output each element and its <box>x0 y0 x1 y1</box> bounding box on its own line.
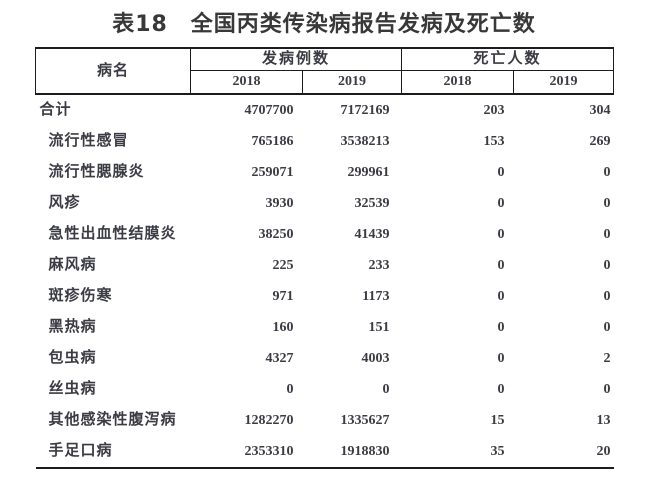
col-header-cases-2019: 2019 <box>302 70 403 94</box>
cases-2019-cell: 0 <box>382 381 390 397</box>
deaths-2019-cell: 0 <box>603 288 611 304</box>
cases-2019-cell: 299961 <box>347 164 390 180</box>
cases-2019-cell: 1173 <box>362 288 390 304</box>
table-row: 黑热病 160 151 0 0 <box>36 312 614 343</box>
deaths-2019-cell: 0 <box>603 319 611 335</box>
year-header-row: 2018 2019 2018 2019 <box>36 70 615 94</box>
disease-name-cell: 麻风病 <box>48 257 97 273</box>
cases-2018-cell: 765186 <box>251 133 294 149</box>
col-group-cases: 发病例数 <box>190 48 403 71</box>
cases-2018-cell: 38250 <box>258 226 294 242</box>
table-row: 合计 4707700 7172169 203 304 <box>36 94 614 126</box>
deaths-2019-cell: 304 <box>589 102 611 118</box>
deaths-2018-cell: 35 <box>490 443 505 459</box>
cases-2018-cell: 971 <box>272 288 294 304</box>
table-row: 流行性腮腺炎 259071 299961 0 0 <box>36 157 614 188</box>
deaths-2018-cell: 0 <box>497 257 505 273</box>
cases-2018-cell: 160 <box>272 319 294 335</box>
deaths-2019-cell: 0 <box>603 164 611 180</box>
deaths-2019-cell: 13 <box>596 412 611 428</box>
disease-name-cell: 包虫病 <box>48 350 97 366</box>
disease-name-cell: 合计 <box>39 102 72 118</box>
cases-2019-cell: 1335627 <box>340 412 390 428</box>
deaths-2018-cell: 0 <box>497 350 505 366</box>
deaths-2019-cell: 0 <box>603 381 611 397</box>
disease-name-cell: 斑疹伤寒 <box>48 288 113 304</box>
deaths-2018-cell: 0 <box>497 164 505 180</box>
deaths-2018-cell: 0 <box>497 195 505 211</box>
table-row: 包虫病 4327 4003 0 2 <box>36 343 614 374</box>
deaths-2019-cell: 2 <box>603 350 611 366</box>
deaths-2019-cell: 20 <box>596 443 611 459</box>
disease-name-cell: 丝虫病 <box>48 381 97 397</box>
cases-2018-cell: 2353310 <box>244 443 294 459</box>
cases-2019-cell: 1918830 <box>340 443 390 459</box>
col-group-deaths: 死亡人数 <box>401 48 615 71</box>
deaths-2019-cell: 0 <box>603 257 611 273</box>
group-header-row: 病名 发病例数 死亡人数 <box>35 48 615 94</box>
col-header-deaths-2018: 2018 <box>401 70 515 94</box>
table-row: 其他感染性腹泻病 1282270 1335627 15 13 <box>36 405 614 436</box>
disease-name-cell: 流行性腮腺炎 <box>48 164 145 180</box>
table-body: 合计 4707700 7172169 203 304 流行性感冒 765186 … <box>35 94 614 468</box>
col-header-disease: 病名 <box>35 48 191 94</box>
deaths-2018-cell: 15 <box>490 412 505 428</box>
deaths-2018-cell: 0 <box>497 226 505 242</box>
table-row: 丝虫病 0 0 0 0 <box>36 374 614 405</box>
cases-2019-cell: 41439 <box>354 226 390 242</box>
cases-2019-cell: 32539 <box>354 195 390 211</box>
cases-2018-cell: 259071 <box>251 164 294 180</box>
table-row: 麻风病 225 233 0 0 <box>36 250 614 281</box>
col-header-cases-2018: 2018 <box>190 70 303 94</box>
cases-2019-cell: 151 <box>368 319 390 335</box>
table-row: 风疹 3930 32539 0 0 <box>36 188 614 219</box>
cases-2018-cell: 1282270 <box>244 412 294 428</box>
table-row: 急性出血性结膜炎 38250 41439 0 0 <box>36 219 614 250</box>
cases-2018-cell: 3930 <box>265 195 294 211</box>
cases-2019-cell: 233 <box>368 257 390 273</box>
disease-name-cell: 流行性感冒 <box>48 133 129 149</box>
disease-name-cell: 手足口病 <box>48 443 113 459</box>
table-row: 流行性感冒 765186 3538213 153 269 <box>36 126 614 157</box>
cases-2018-cell: 4327 <box>265 350 294 366</box>
disease-name-cell: 其他感染性腹泻病 <box>48 412 177 428</box>
cases-2018-cell: 225 <box>272 257 294 273</box>
deaths-2019-cell: 269 <box>589 133 611 149</box>
deaths-2018-cell: 153 <box>483 133 505 149</box>
cases-2018-cell: 4707700 <box>244 102 294 118</box>
deaths-2018-cell: 203 <box>483 102 505 118</box>
disease-name-cell: 急性出血性结膜炎 <box>48 226 177 242</box>
disease-table: 病名 发病例数 死亡人数 2018 2019 2018 2019 合计 4707… <box>35 47 615 469</box>
deaths-2019-cell: 0 <box>603 226 611 242</box>
cases-2018-cell: 0 <box>286 381 294 397</box>
disease-name-cell: 风疹 <box>48 195 81 211</box>
deaths-2018-cell: 0 <box>497 319 505 335</box>
table-header: 病名 发病例数 死亡人数 2018 2019 2018 2019 <box>35 48 615 94</box>
table-row: 手足口病 2353310 1918830 35 20 <box>36 436 614 468</box>
table-row: 斑疹伤寒 971 1173 0 0 <box>36 281 614 312</box>
table-title: 表18 全国丙类传染病报告发病及死亡数 <box>112 12 536 37</box>
deaths-2019-cell: 0 <box>603 195 611 211</box>
cases-2019-cell: 7172169 <box>340 102 390 118</box>
cases-2019-cell: 4003 <box>361 350 390 366</box>
deaths-2018-cell: 0 <box>497 288 505 304</box>
cases-2019-cell: 3538213 <box>340 133 390 149</box>
deaths-2018-cell: 0 <box>497 381 505 397</box>
col-header-deaths-2019: 2019 <box>513 70 615 94</box>
disease-name-cell: 黑热病 <box>48 319 97 335</box>
